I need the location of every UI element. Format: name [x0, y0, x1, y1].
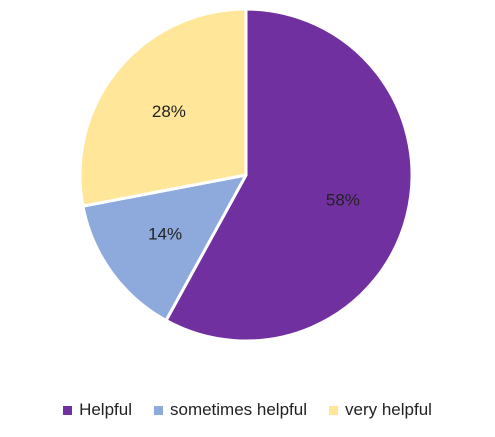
pie-slice-sometimes-helpful: [81, 173, 248, 322]
legend-item-sometimes-helpful: sometimes helpful: [153, 400, 307, 420]
pie-slice-helpful: [164, 7, 414, 343]
legend-swatch-sometimes-helpful: [153, 405, 163, 415]
pie-slice-very-helpful: [78, 7, 248, 208]
legend-label-helpful: Helpful: [79, 400, 132, 419]
legend-label-very-helpful: very helpful: [345, 400, 432, 419]
legend: Helpful sometimes helpful very helpful: [0, 400, 495, 420]
data-label-sometimes-helpful: 14%: [148, 224, 182, 243]
legend-swatch-helpful: [63, 405, 73, 415]
legend-swatch-very-helpful: [329, 405, 338, 415]
pie-labels: 58% 14% 28%: [148, 102, 360, 244]
legend-label-sometimes-helpful: sometimes helpful: [169, 400, 307, 419]
data-label-helpful: 58%: [326, 190, 360, 209]
data-label-very-helpful: 28%: [152, 102, 186, 121]
legend-item-very-helpful: very helpful: [329, 400, 432, 420]
legend-item-helpful: Helpful: [63, 400, 132, 420]
pie-slices: [78, 7, 414, 343]
